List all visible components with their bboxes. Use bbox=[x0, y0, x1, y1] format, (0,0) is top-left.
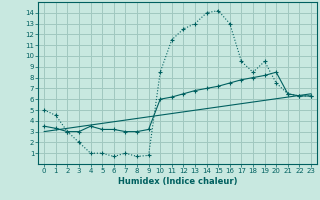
X-axis label: Humidex (Indice chaleur): Humidex (Indice chaleur) bbox=[118, 177, 237, 186]
